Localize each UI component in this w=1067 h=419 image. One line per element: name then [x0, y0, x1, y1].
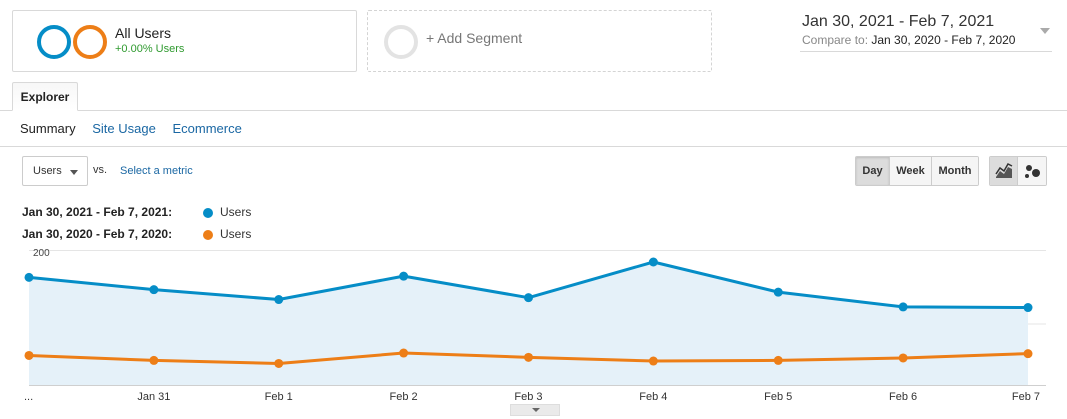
motion-chart-button[interactable]: [1018, 157, 1046, 185]
period-month-button[interactable]: Month: [932, 157, 978, 185]
compare-range: Jan 30, 2020 - Feb 7, 2020: [871, 33, 1016, 47]
add-segment-button[interactable]: + Add Segment: [367, 10, 712, 72]
data-point: [773, 287, 783, 297]
segment-circles-icon: [37, 25, 109, 59]
x-tick-label: Jan 31: [137, 391, 170, 403]
add-segment-label: + Add Segment: [426, 30, 523, 46]
x-tick-label: Feb 4: [639, 391, 667, 403]
legend-dot: [203, 230, 213, 240]
segment-title: All Users: [115, 25, 172, 41]
data-point: [648, 257, 658, 267]
chart-type-toggle: [989, 156, 1047, 186]
motion-chart-icon: [1025, 165, 1040, 178]
x-tick-label: Feb 3: [514, 391, 542, 403]
date-compare: Compare to: Jan 30, 2020 - Feb 7, 2020: [802, 33, 1015, 47]
vs-label: vs.: [93, 164, 108, 176]
data-point: [399, 271, 409, 281]
data-point: [524, 293, 533, 303]
data-point: [24, 350, 34, 360]
data-point: [898, 353, 908, 363]
legend-dot: [203, 208, 213, 218]
x-tick-label: Feb 7: [1012, 391, 1040, 403]
chevron-down-icon[interactable]: [1040, 28, 1050, 34]
tab-divider: [0, 110, 1067, 111]
subtab-bar: Summary Site Usage Ecommerce: [20, 121, 255, 136]
x-tick-label: Feb 2: [390, 391, 418, 403]
date-range-main: Jan 30, 2021 - Feb 7, 2021: [802, 13, 995, 30]
chevron-down-icon: [70, 170, 78, 175]
compare-label: Compare to:: [802, 33, 869, 47]
legend-series: Users: [220, 205, 252, 219]
segment-subtitle: +0.00% Users: [115, 43, 185, 55]
x-tick-label: Feb 5: [764, 391, 792, 403]
data-point: [274, 295, 284, 305]
data-point: [149, 285, 159, 295]
x-tick-label: Feb 1: [265, 391, 293, 403]
series-area: [29, 262, 1028, 385]
legend-row-previous: Jan 30, 2020 - Feb 7, 2020: Users: [22, 227, 251, 241]
subtab-ecommerce[interactable]: Ecommerce: [172, 121, 242, 136]
chevron-down-icon: [532, 408, 540, 412]
subtab-site-usage[interactable]: Site Usage: [92, 121, 156, 136]
data-point: [898, 302, 908, 312]
period-week-button[interactable]: Week: [890, 157, 932, 185]
data-point: [1023, 349, 1033, 359]
y-tick-label: 200: [33, 248, 50, 259]
legend-range: Jan 30, 2021 - Feb 7, 2021:: [22, 205, 173, 219]
segment-all-users[interactable]: All Users +0.00% Users: [12, 10, 357, 72]
metric-select-value: Users: [33, 165, 62, 177]
data-point: [1023, 303, 1033, 313]
tab-explorer[interactable]: Explorer: [12, 82, 78, 111]
data-point: [399, 348, 409, 358]
period-day-button[interactable]: Day: [856, 157, 890, 185]
data-point: [24, 272, 34, 282]
x-tick-label: Feb 6: [889, 391, 917, 403]
legend-series: Users: [220, 227, 252, 241]
chart-expand-handle[interactable]: [510, 404, 560, 416]
empty-segment-icon: [384, 25, 418, 59]
data-point: [274, 358, 284, 368]
metric-select[interactable]: Users: [22, 156, 88, 186]
data-point: [149, 355, 159, 365]
x-tick-label: ...: [24, 391, 33, 403]
select-metric-link[interactable]: Select a metric: [120, 165, 193, 177]
legend-row-current: Jan 30, 2021 - Feb 7, 2021: Users: [22, 205, 251, 219]
line-chart-button[interactable]: [990, 157, 1018, 185]
data-point: [773, 355, 783, 365]
data-point: [524, 352, 533, 362]
subtab-summary[interactable]: Summary: [20, 121, 76, 136]
legend-range: Jan 30, 2020 - Feb 7, 2020:: [22, 227, 173, 241]
line-chart-icon: [994, 163, 1012, 178]
subtab-divider: [0, 146, 1067, 147]
date-range-picker[interactable]: Jan 30, 2021 - Feb 7, 2021 Compare to: J…: [800, 10, 1052, 52]
period-toggle: Day Week Month: [855, 156, 979, 186]
data-point: [648, 356, 658, 366]
